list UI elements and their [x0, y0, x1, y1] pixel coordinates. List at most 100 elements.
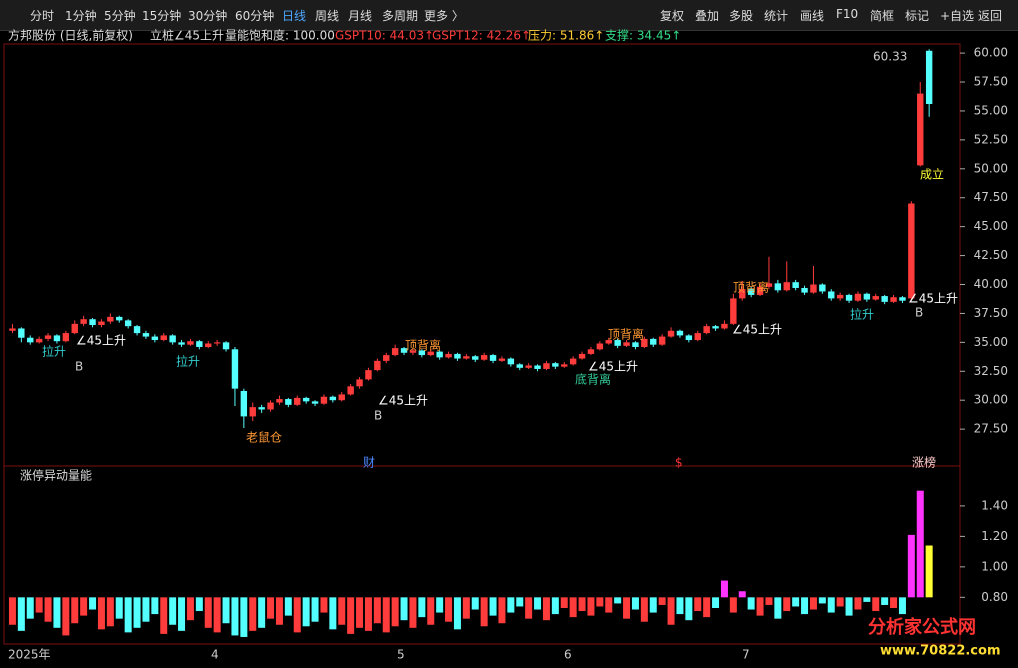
toolbar-button[interactable]: 1分钟	[65, 9, 97, 23]
y-tick-label: 1.20	[981, 529, 1008, 543]
annotation: ∠45上升	[588, 360, 638, 374]
candle-body	[569, 358, 577, 365]
indicator-bar	[26, 597, 34, 619]
candle-body	[854, 293, 862, 301]
candle-body	[267, 402, 274, 410]
indicator-bar	[471, 597, 479, 610]
toolbar-button[interactable]: 15分钟	[142, 9, 182, 23]
toolbar-button[interactable]: 标记	[905, 9, 930, 23]
candle-body	[694, 333, 701, 341]
candle-body	[374, 360, 381, 371]
indicator-bar	[507, 597, 515, 613]
candle-body	[240, 390, 248, 417]
candle-body	[124, 320, 132, 327]
candle-body	[258, 407, 265, 410]
candle-body	[338, 394, 345, 401]
candle-body	[196, 341, 203, 347]
indicator-bar	[311, 597, 319, 622]
y-tick-label: 37.50	[974, 306, 1008, 320]
indicator-bar	[854, 597, 862, 610]
indicator-bar	[898, 597, 906, 615]
candle-body	[774, 283, 782, 291]
toolbar-button[interactable]: 多周期	[382, 9, 419, 23]
indicator-bar	[738, 591, 746, 598]
candle-body	[756, 286, 764, 295]
candle-body	[329, 396, 337, 401]
indicator-bar	[836, 597, 844, 607]
indicator-bar	[703, 597, 711, 618]
indicator-bar	[809, 597, 817, 610]
candle-body	[160, 335, 167, 341]
toolbar-button[interactable]: 60分钟	[235, 9, 275, 23]
saturation: 量能饱和度: 100.00	[225, 28, 335, 43]
indicator-bar	[17, 597, 25, 631]
toolbar-button[interactable]: 返回	[978, 9, 1003, 23]
candle-body	[302, 397, 310, 402]
candle-body	[9, 328, 16, 331]
candle-body	[685, 335, 693, 341]
indicator-bar	[71, 597, 79, 624]
indicator-bar	[551, 597, 559, 615]
toolbar-button[interactable]: 30分钟	[188, 9, 228, 23]
toolbar-button[interactable]: 月线	[348, 9, 373, 23]
annotation: 拉升	[176, 354, 200, 369]
indicator-bar	[373, 597, 381, 624]
price-frame	[3, 43, 961, 467]
indicator-name: 立桩∠45上升	[150, 28, 224, 43]
toolbar-button[interactable]: 日线	[282, 9, 307, 23]
toolbar-button[interactable]: 周线	[315, 9, 340, 23]
annotation: B	[915, 306, 923, 320]
indicator-bar	[881, 597, 889, 605]
candle-body	[863, 293, 871, 300]
indicator-bar	[80, 597, 88, 616]
indicator-title: 涨停异动量能	[20, 468, 92, 483]
x-tick-label: 5	[397, 648, 405, 662]
candle-body	[783, 282, 790, 291]
candle-body	[828, 291, 835, 299]
candle-body	[18, 328, 25, 338]
indicator-bar	[204, 597, 212, 628]
indicator-bar	[534, 597, 542, 610]
candle-body	[205, 343, 212, 347]
candle-body	[810, 284, 817, 293]
toolbar-button[interactable]: 更多 〉	[424, 9, 464, 23]
indicator-bar	[427, 597, 435, 625]
indicator-bar	[133, 597, 141, 628]
y-tick-label: 60.00	[974, 46, 1008, 60]
y-tick-label: 52.50	[974, 132, 1008, 146]
indicator-bar	[445, 597, 453, 622]
toolbar-button[interactable]: 叠加	[695, 9, 720, 23]
toolbar-button[interactable]: 统计	[764, 9, 789, 23]
indicator-bar	[480, 597, 488, 627]
candle-body	[294, 397, 301, 405]
indicator-bar	[222, 597, 230, 624]
toolbar-button[interactable]: 复权	[660, 9, 685, 23]
indicator-bar	[640, 597, 648, 622]
y-tick-label: 42.50	[974, 248, 1008, 262]
toolbar-button[interactable]: 分时	[30, 9, 55, 23]
toolbar-button[interactable]: 5分钟	[104, 9, 136, 23]
annotation: ∠45上升	[732, 323, 782, 337]
indicator-bar	[178, 597, 186, 631]
candle-body	[311, 401, 319, 404]
candle-body	[249, 407, 256, 417]
indicator-bar	[569, 597, 577, 618]
indicator-bar	[587, 597, 595, 616]
indicator-bar	[801, 597, 809, 615]
y-tick-label: 35.00	[974, 335, 1008, 349]
candle-body	[676, 330, 684, 336]
toolbar-button[interactable]: +自选	[940, 9, 975, 23]
indicator-bar	[872, 597, 880, 612]
toolbar-button[interactable]: F10	[836, 7, 859, 21]
indicator-bar	[391, 597, 399, 627]
candle-body	[213, 342, 221, 344]
candle-body	[534, 365, 541, 369]
toolbar-button[interactable]: 简框	[870, 9, 895, 23]
candle-body	[899, 297, 906, 301]
toolbar-button[interactable]: 画线	[800, 9, 825, 23]
toolbar-button[interactable]: 多股	[729, 9, 754, 23]
candle-body	[525, 365, 532, 368]
indicator-bar	[53, 597, 61, 628]
